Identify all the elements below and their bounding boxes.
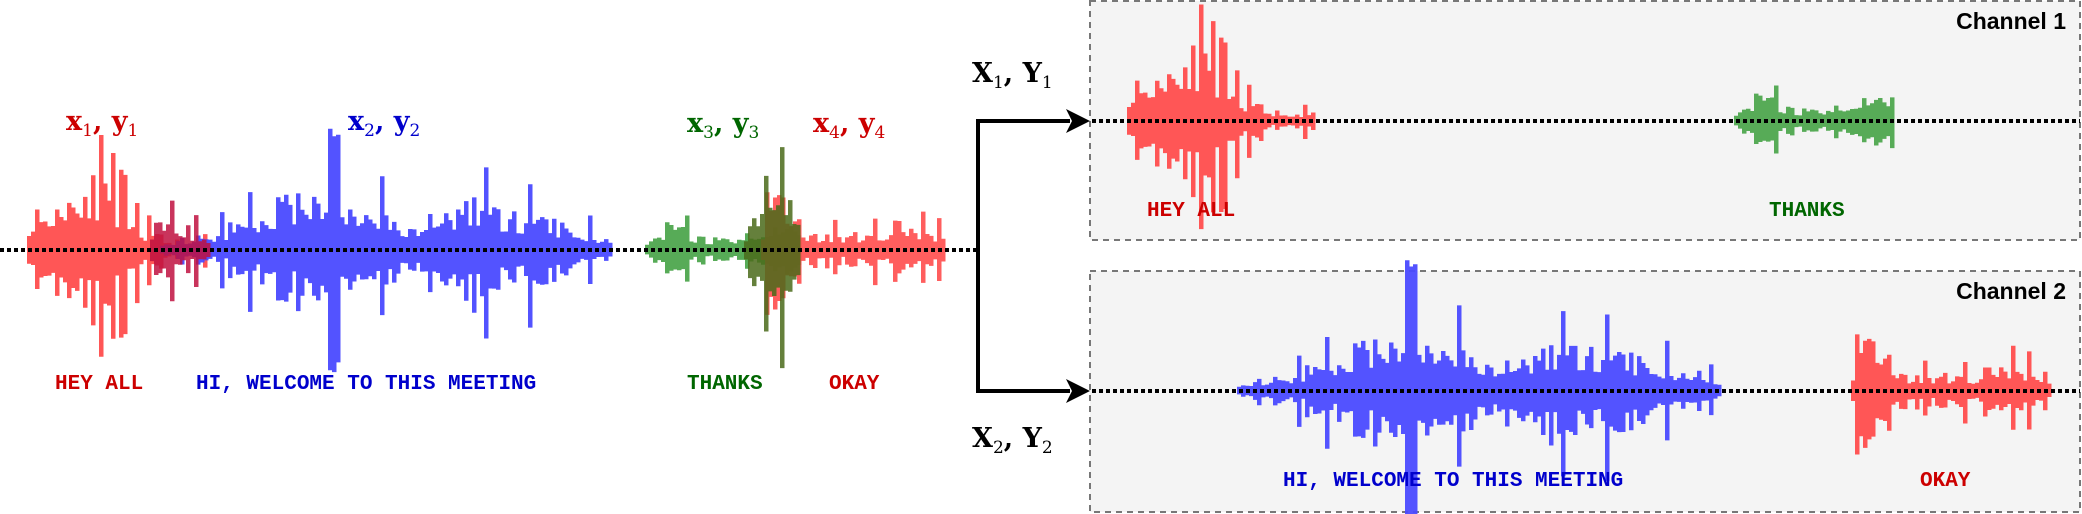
channel-1-waveform-hey-all [1127, 4, 1316, 230]
waveform-hey-all [27, 135, 212, 357]
arrow-head-2-icon [1066, 379, 1090, 403]
segment-2-transcript: HI, WELCOME TO THIS MEETING [196, 373, 536, 396]
channel-1-transcript-2: THANKS [1769, 200, 1845, 223]
segment-2-label: x2, y2 [348, 106, 420, 141]
channel-1-transcript-1: HEY ALL [1147, 200, 1235, 223]
channel-2-variable-label: X2, Y2 [972, 423, 1053, 458]
arrow-head-1-icon [1066, 109, 1090, 133]
channel-2-transcript-1: HI, WELCOME TO THIS MEETING [1283, 470, 1623, 493]
channel-2-waveform-okay [1851, 334, 2052, 455]
channel-2-title: Channel 2 [1956, 278, 2066, 304]
segment-4-label: x4, y4 [813, 108, 885, 143]
split-bracket [976, 121, 980, 391]
segment-1-label: x1, y1 [66, 106, 138, 141]
channel-1-variable-label: X1, Y1 [972, 58, 1053, 93]
waveform-okay [761, 192, 946, 315]
channel-2-waveform-welcome [1237, 260, 1722, 514]
segment-3-label: x3, y3 [687, 108, 759, 143]
segment-1-transcript: HEY ALL [55, 373, 143, 396]
waveform-overlap-thanks-okay [744, 147, 801, 369]
segment-3-transcript: THANKS [687, 373, 763, 396]
segment-4-transcript: OKAY [829, 373, 880, 396]
channel-1-title: Channel 1 [1956, 8, 2066, 34]
waveform-hey-all-overlap [150, 200, 211, 302]
channel-2-transcript-2: OKAY [1920, 470, 1971, 493]
